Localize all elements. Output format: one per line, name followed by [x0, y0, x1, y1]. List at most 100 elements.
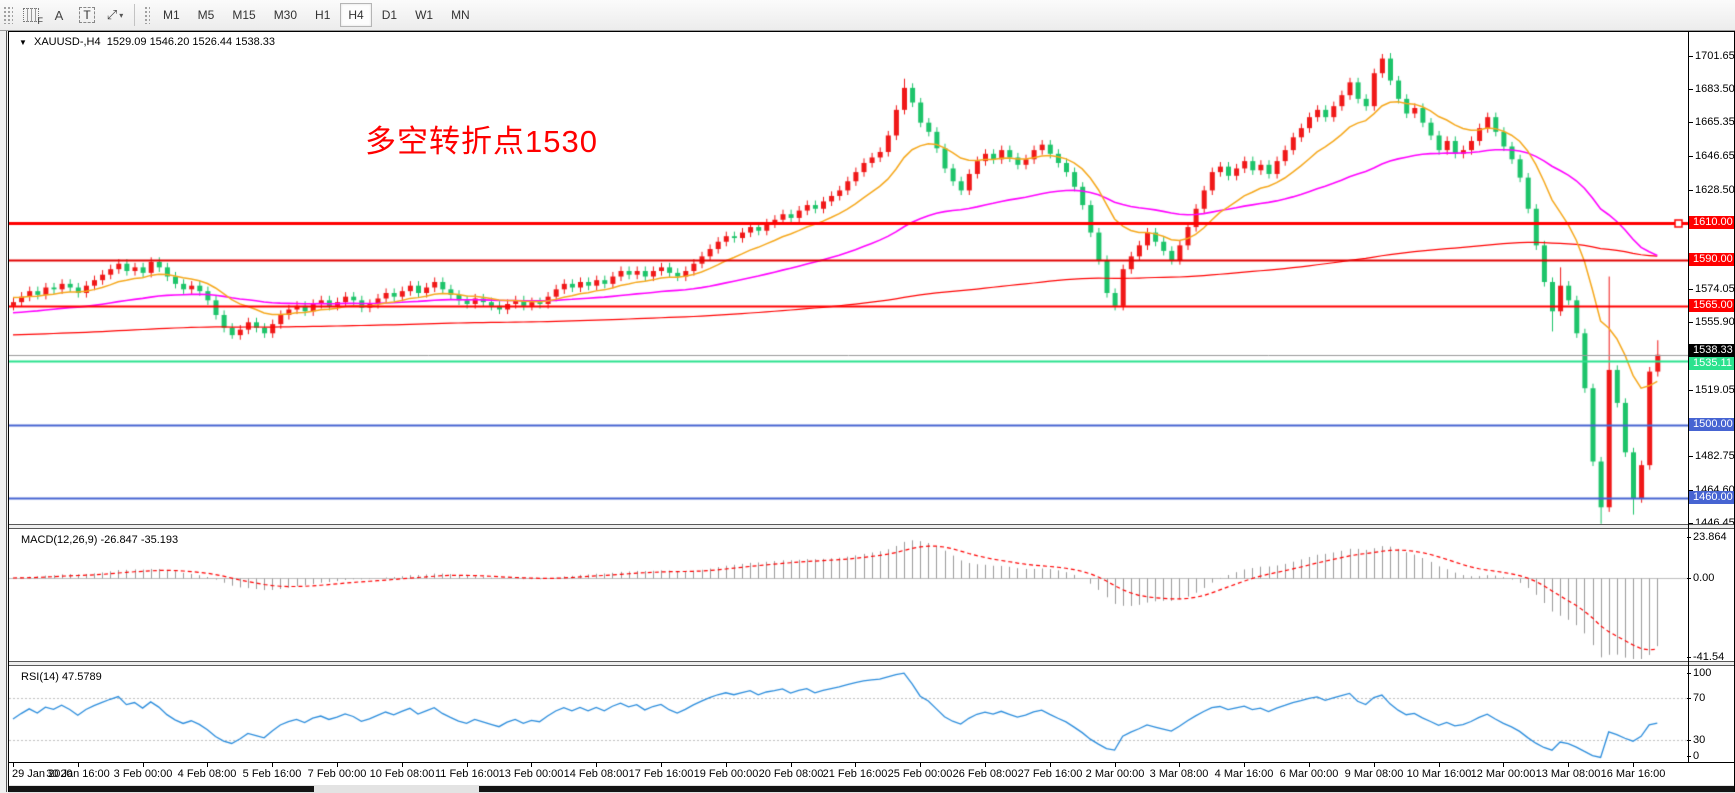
- date-label-18: 3 Mar 08:00: [1149, 768, 1209, 780]
- timeframe-button-M30[interactable]: M30: [273, 8, 298, 22]
- date-tick-mark: [661, 763, 662, 767]
- price-tick-1446.45: 1446.45: [1689, 517, 1734, 524]
- date-label-22: 10 Mar 16:00: [1406, 768, 1472, 780]
- date-tick-mark: [855, 763, 856, 767]
- date-label-25: 16 Mar 16:00: [1600, 768, 1666, 780]
- date-label-1: 30 Jan 16:00: [46, 768, 110, 780]
- timeframe-button-MN[interactable]: MN: [451, 8, 470, 22]
- date-tick-mark: [596, 763, 597, 767]
- date-label-16: 27 Feb 16:00: [1017, 768, 1083, 780]
- date-label-5: 7 Feb 00:00: [307, 768, 367, 780]
- price-level-label-1538.33: 1538.33: [1689, 343, 1734, 357]
- date-label-7: 11 Feb 16:00: [434, 768, 500, 780]
- date-tick-mark: [143, 763, 144, 767]
- timeframe-button-D1[interactable]: D1: [381, 8, 398, 22]
- rsi-tick-0: 0: [1686, 750, 1700, 762]
- date-tick-mark: [13, 763, 14, 767]
- date-label-11: 19 Feb 00:00: [693, 768, 759, 780]
- price-tick-1665.35: 1665.35: [1689, 116, 1734, 129]
- macd-name: MACD(12,26,9): [21, 534, 98, 546]
- panel-splitter[interactable]: [9, 524, 1734, 529]
- rsi-name: RSI(14): [21, 671, 59, 683]
- timeframe-button-H1[interactable]: H1: [315, 8, 331, 22]
- date-tick-mark: [207, 763, 208, 767]
- chinese-annotation-text[interactable]: 多空转折点1530: [365, 124, 598, 159]
- timeframe-button-M5[interactable]: M5: [197, 8, 215, 22]
- bottom-scrollbar-segment-0[interactable]: [9, 786, 314, 792]
- date-tick-mark: [531, 763, 532, 767]
- date-label-13: 21 Feb 16:00: [822, 768, 888, 780]
- macd-tick-23.864: 23.864: [1687, 531, 1727, 543]
- date-label-14: 25 Feb 00:00: [887, 768, 953, 780]
- date-tick-mark: [1374, 763, 1375, 767]
- rsi-tick-70: 70: [1686, 692, 1706, 704]
- timeframe-button-group: M1 M5 M15 M30 H1 H4 D1 W1 MN: [154, 3, 479, 27]
- price-tick-1482.75: 1482.75: [1689, 450, 1734, 463]
- arrow-a-tool-button[interactable]: A: [47, 3, 71, 27]
- date-tick-mark: [337, 763, 338, 767]
- date-tick-mark: [78, 763, 79, 767]
- rsi-panel[interactable]: RSI(14) 47.5789 100 70 30 0: [9, 666, 1734, 762]
- date-tick-mark: [1568, 763, 1569, 767]
- date-tick-mark: [1179, 763, 1180, 767]
- date-label-17: 2 Mar 00:00: [1085, 768, 1145, 780]
- date-label-24: 13 Mar 08:00: [1535, 768, 1601, 780]
- price-level-label-1590.00: 1590.00: [1689, 253, 1734, 267]
- timeframe-button-M1[interactable]: M1: [163, 8, 180, 22]
- panel-splitter-2[interactable]: [9, 661, 1734, 666]
- symbol-label: XAUUSD-,H4: [33, 36, 101, 48]
- date-tick-mark: [1503, 763, 1504, 767]
- symbol-dropdown-icon[interactable]: ▼: [19, 38, 27, 47]
- date-tick-mark: [1115, 763, 1116, 767]
- draw-arrows-tool-button[interactable]: ⤢ ▾: [103, 3, 127, 27]
- macd-panel[interactable]: MACD(12,26,9) -26.847 -35.193 23.864 0.00…: [9, 529, 1734, 661]
- text-label-tool-button[interactable]: T: [75, 3, 99, 27]
- price-tick-1683.50: 1683.50: [1689, 82, 1734, 95]
- grid-f-tool-button[interactable]: F: [19, 3, 43, 27]
- price-level-label-1535.11: 1535.11: [1689, 356, 1734, 370]
- price-tick-1555.90: 1555.90: [1689, 316, 1734, 329]
- top-toolbar: F A T ⤢ ▾ M1 M5 M15 M30 H1 H4 D1 W1 MN: [0, 0, 1735, 31]
- main-price-panel[interactable]: ▼ XAUUSD-,H4 1529.09 1546.20 1526.44 153…: [9, 32, 1734, 524]
- macd-values: -26.847 -35.193: [100, 534, 179, 546]
- macd-tick-0.00: 0.00: [1686, 572, 1715, 584]
- ohlc-close: 1538.33: [235, 36, 275, 48]
- grid-f-label: F: [37, 16, 44, 26]
- date-tick-mark: [1633, 763, 1634, 767]
- rsi-canvas[interactable]: [9, 666, 1688, 762]
- timeframe-button-H4[interactable]: H4: [340, 3, 372, 27]
- macd-canvas[interactable]: [9, 529, 1688, 661]
- rsi-tick-30: 30: [1686, 734, 1706, 746]
- ohlc-high: 1546.20: [149, 36, 190, 48]
- date-label-8: 13 Feb 00:00: [498, 768, 564, 780]
- date-label-12: 20 Feb 08:00: [758, 768, 824, 780]
- date-label-6: 10 Feb 08:00: [369, 768, 435, 780]
- price-tick-1701.65: 1701.65: [1689, 49, 1734, 62]
- bottom-scrollbar-segment-1[interactable]: [479, 786, 1734, 792]
- date-label-15: 26 Feb 08:00: [952, 768, 1018, 780]
- date-tick-mark: [1244, 763, 1245, 767]
- letter-a-icon: A: [54, 7, 64, 23]
- main-chart-canvas[interactable]: [9, 32, 1688, 524]
- toolbar-grip-2[interactable]: [144, 6, 150, 24]
- chart-window: ▼ XAUUSD-,H4 1529.09 1546.20 1526.44 153…: [0, 31, 1735, 793]
- window-edge-line: [6, 31, 7, 792]
- date-label-23: 12 Mar 00:00: [1470, 768, 1536, 780]
- grid-icon: F: [23, 8, 43, 26]
- toolbar-grip[interactable]: [3, 6, 13, 24]
- date-label-3: 4 Feb 08:00: [177, 768, 237, 780]
- date-label-20: 6 Mar 00:00: [1279, 768, 1339, 780]
- date-label-9: 14 Feb 08:00: [563, 768, 629, 780]
- date-tick-mark: [1050, 763, 1051, 767]
- timeframe-button-W1[interactable]: W1: [415, 8, 434, 22]
- price-axis-line: [1688, 32, 1689, 762]
- diagonal-arrows-icon: ⤢: [106, 7, 118, 22]
- date-axis[interactable]: 29 Jan 2020 30 Jan 16:00 3 Feb 00:00 4 Feb …: [9, 762, 1734, 785]
- timeframe-button-M15[interactable]: M15: [232, 8, 256, 22]
- date-tick-mark: [985, 763, 986, 767]
- date-label-21: 9 Mar 08:00: [1344, 768, 1404, 780]
- date-tick-mark: [1439, 763, 1440, 767]
- rsi-value: 47.5789: [61, 671, 102, 683]
- date-tick-mark: [402, 763, 403, 767]
- dropdown-caret-icon: ▾: [119, 10, 124, 20]
